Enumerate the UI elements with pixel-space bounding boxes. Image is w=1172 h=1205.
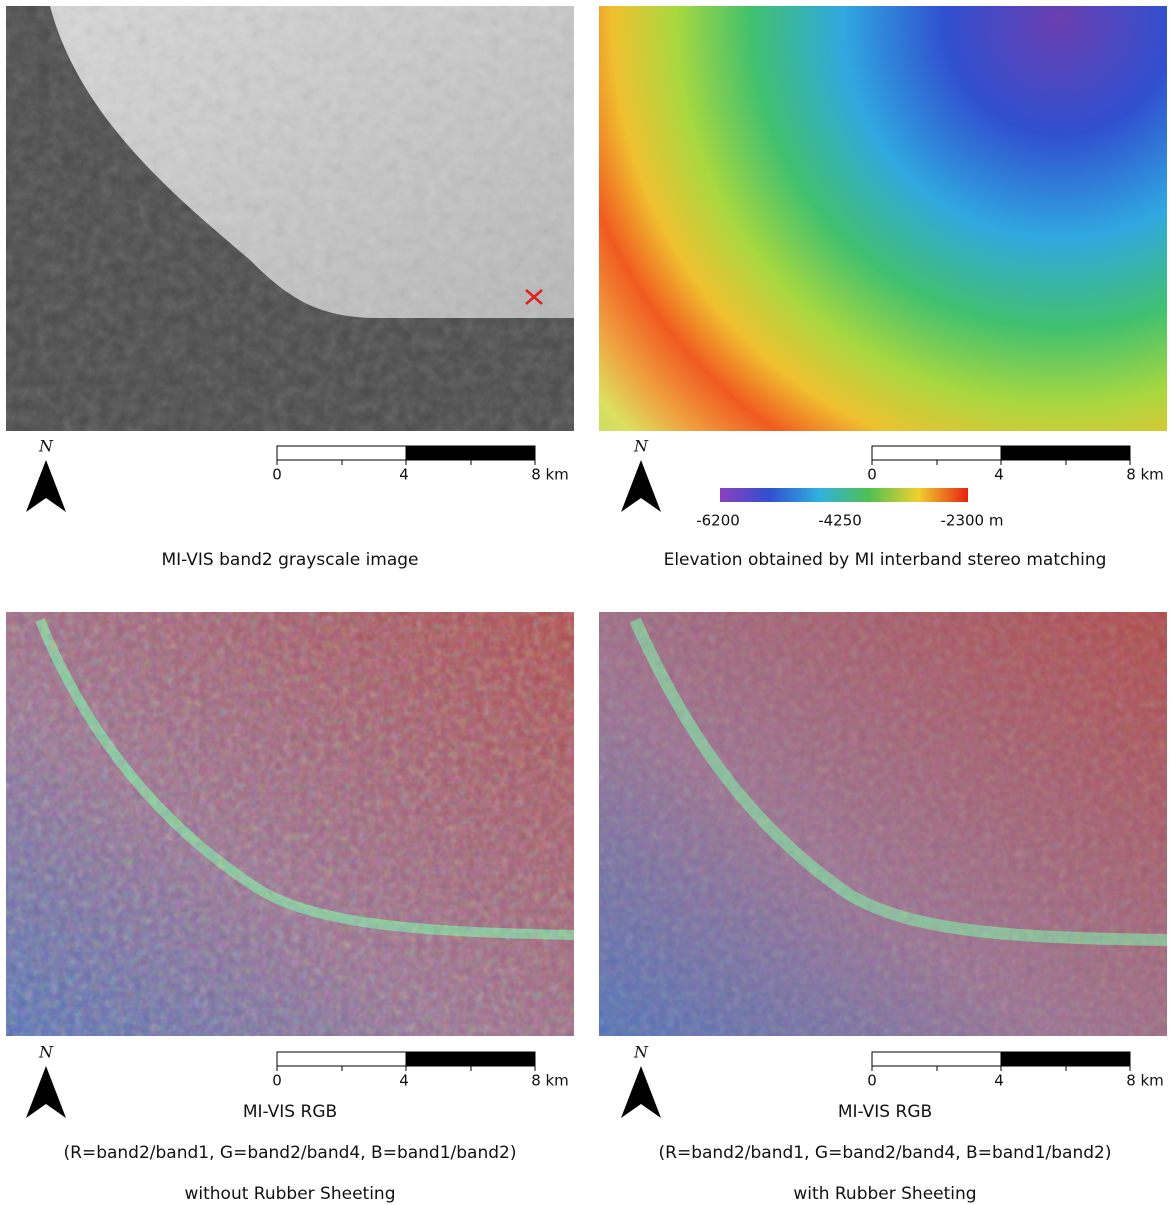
caption: without Rubber Sheeting xyxy=(184,1184,395,1204)
scale-label: 0 xyxy=(272,466,282,484)
scale-bar-black xyxy=(1001,446,1130,460)
caption: MI-VIS RGB xyxy=(243,1102,337,1122)
scale-label: 4 xyxy=(399,466,409,484)
scale-bar-black xyxy=(1001,1052,1130,1066)
grayscale-image xyxy=(6,6,574,431)
scale-label: 0 xyxy=(272,1072,282,1090)
scale-label: 8 km xyxy=(1126,1072,1164,1090)
caption: (R=band2/band1, G=band2/band4, B=band1/b… xyxy=(64,1143,517,1163)
scale-label: 4 xyxy=(994,466,1004,484)
scale-label: 4 xyxy=(399,1072,409,1090)
scale-bar-white xyxy=(277,446,406,460)
north-label: N xyxy=(38,437,54,456)
north-label: N xyxy=(633,437,649,456)
scale-label: 8 km xyxy=(531,466,569,484)
north-arrow xyxy=(621,460,661,512)
scale-label: 0 xyxy=(867,466,877,484)
caption: MI-VIS band2 grayscale image xyxy=(161,550,418,570)
scale-bar-white xyxy=(872,446,1001,460)
figure: -6200 -4250 -2300 m N 0 4 8 km MI-VIS band2 … xyxy=(0,0,1172,1205)
scale-label: 8 km xyxy=(1126,466,1164,484)
scale-bar-black xyxy=(406,1052,535,1066)
colorbar-label: -4250 xyxy=(818,512,862,530)
rgb-image-with xyxy=(599,612,1167,1036)
caption: with Rubber Sheeting xyxy=(793,1184,976,1204)
scale-bar-white xyxy=(872,1052,1001,1066)
north-arrow xyxy=(26,460,66,512)
colorbar-label: -2300 m xyxy=(941,512,1004,530)
elevation-image xyxy=(599,6,1167,431)
north-label: N xyxy=(633,1043,649,1062)
scale-label: 0 xyxy=(867,1072,877,1090)
north-label: N xyxy=(38,1043,54,1062)
scale-bar-white xyxy=(277,1052,406,1066)
colorbar-label: -6200 xyxy=(696,512,740,530)
colorbar: -6200 -4250 -2300 m xyxy=(696,488,1003,530)
caption: MI-VIS RGB xyxy=(838,1102,932,1122)
rgb-image-without xyxy=(6,612,574,1036)
caption: Elevation obtained by MI interband stere… xyxy=(664,550,1107,570)
scale-bar-black xyxy=(406,446,535,460)
caption: (R=band2/band1, G=band2/band4, B=band1/b… xyxy=(659,1143,1112,1163)
scale-label: 4 xyxy=(994,1072,1004,1090)
scale-label: 8 km xyxy=(531,1072,569,1090)
north-arrow xyxy=(26,1066,66,1118)
north-arrow xyxy=(621,1066,661,1118)
